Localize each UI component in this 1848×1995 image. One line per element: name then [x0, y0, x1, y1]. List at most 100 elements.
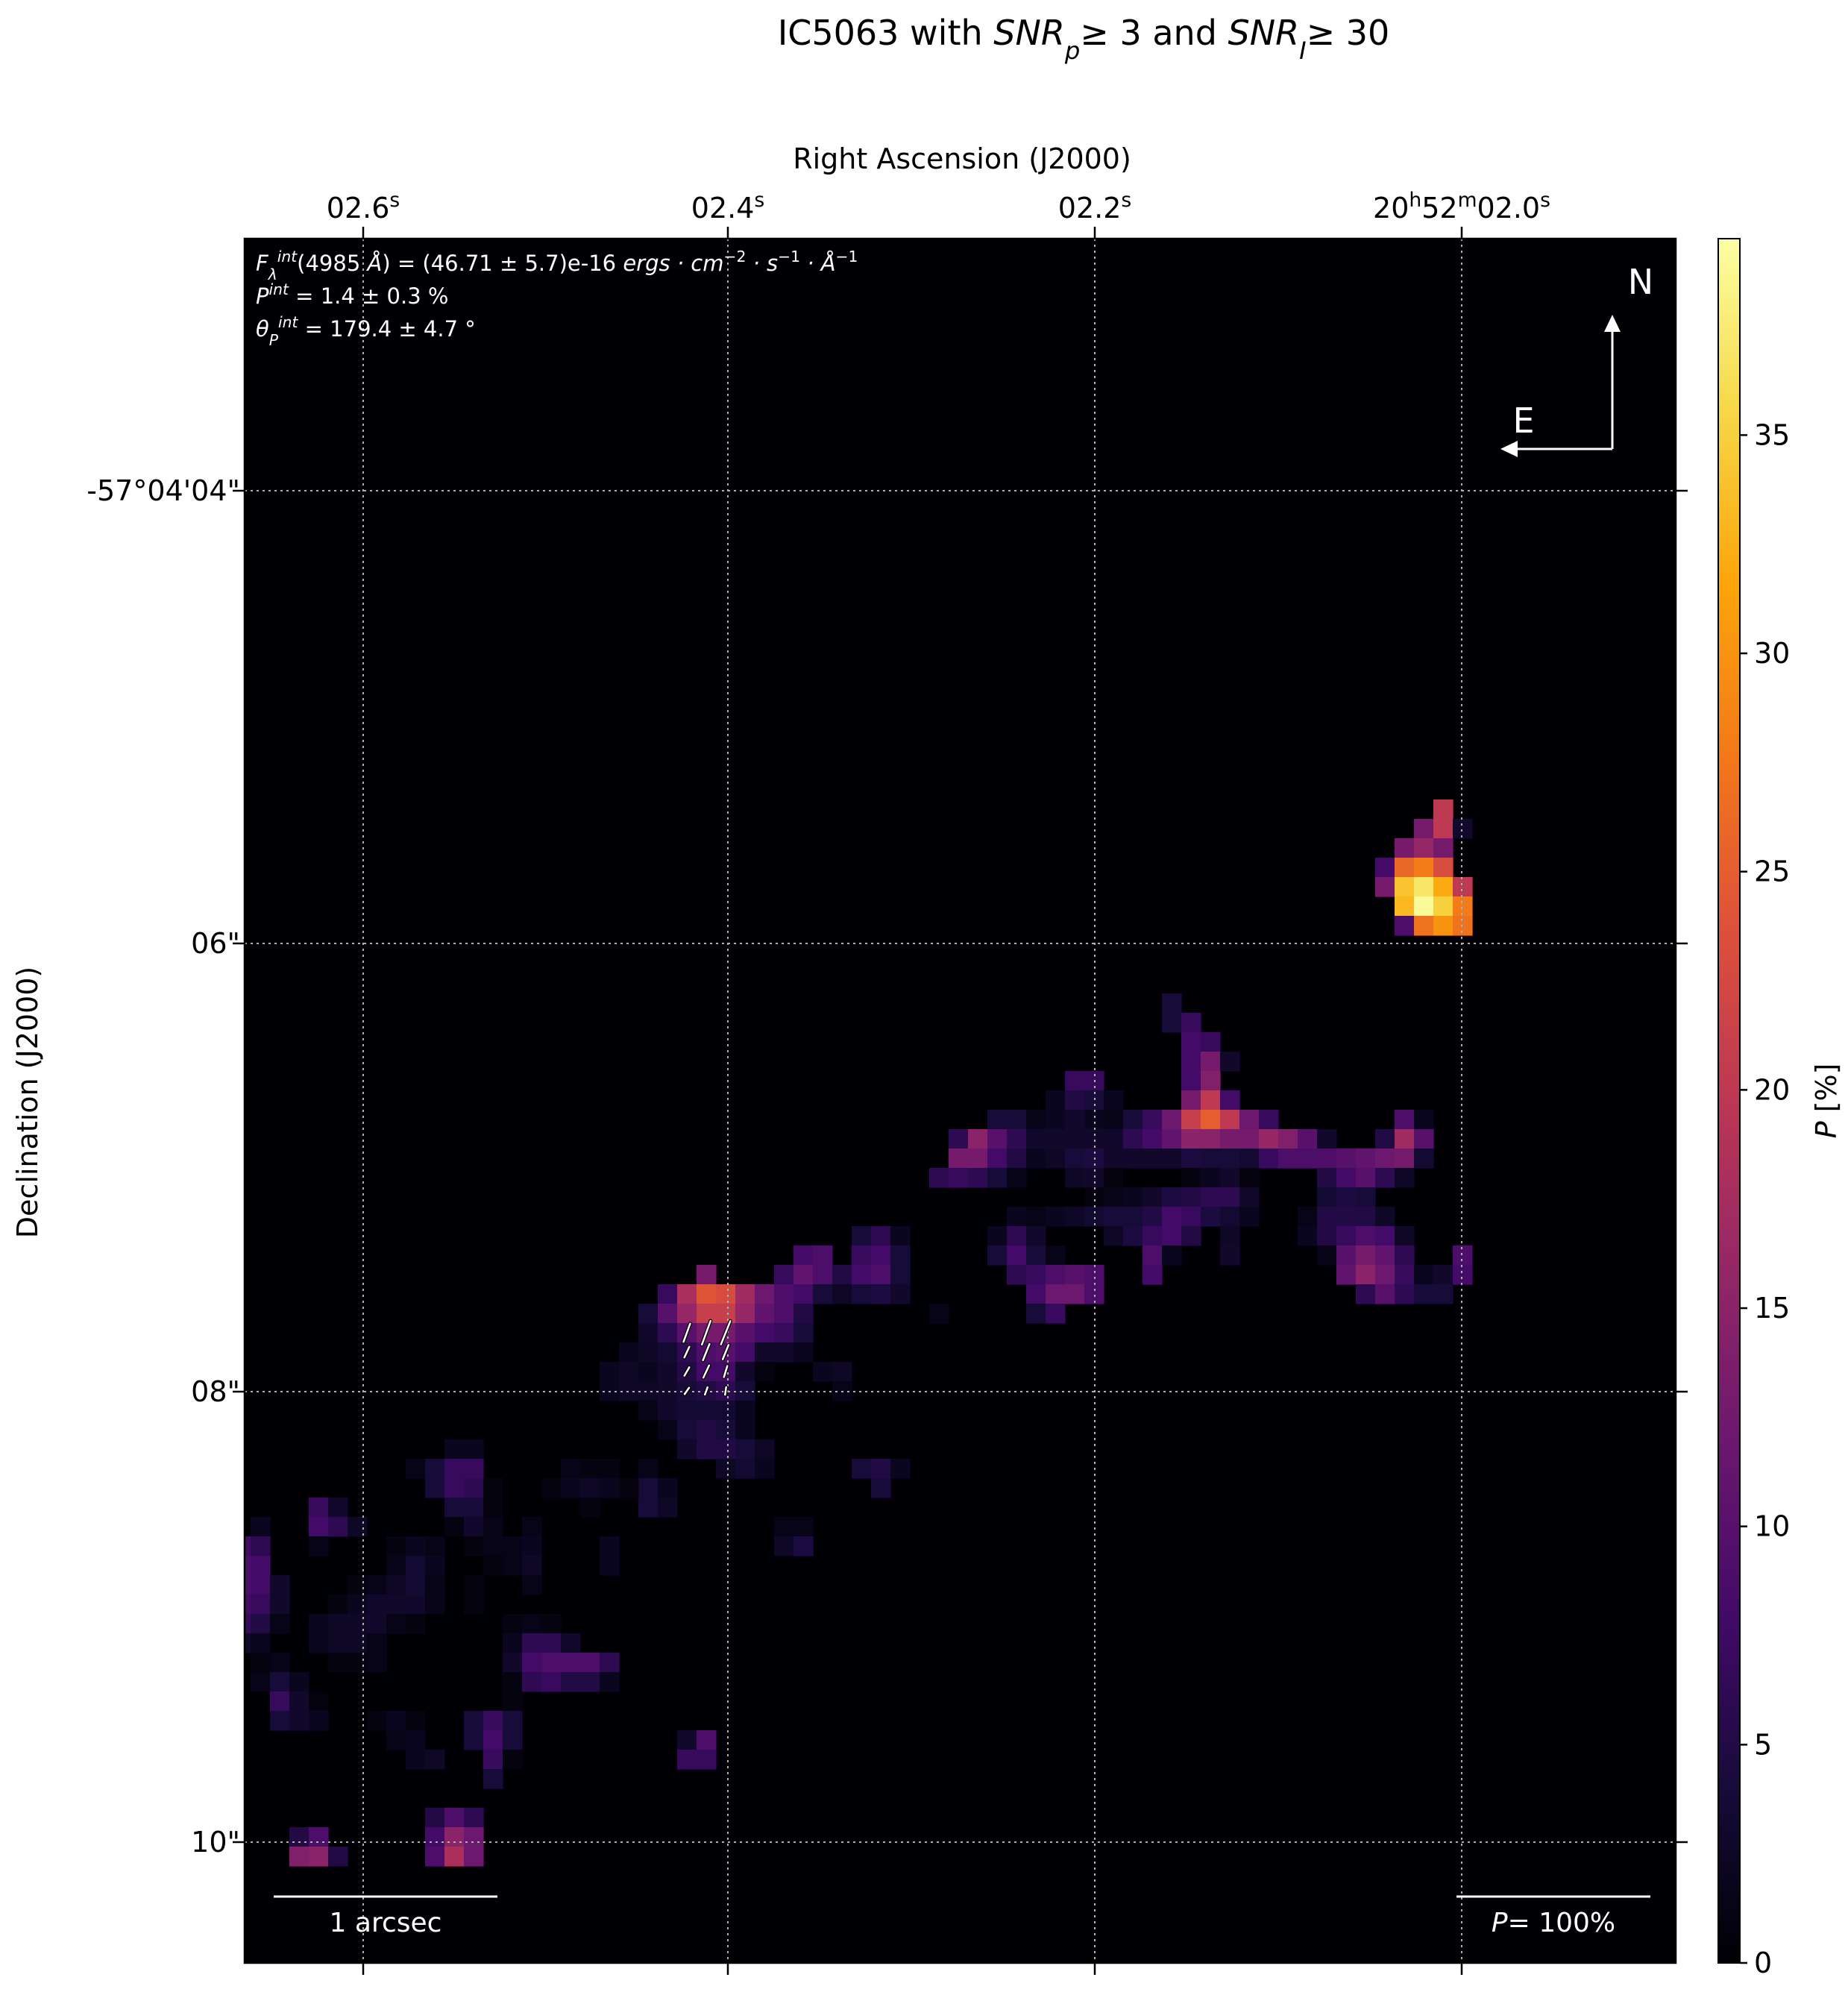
heatmap-cell: [245, 1556, 251, 1576]
heatmap-cell: [600, 1556, 620, 1576]
heatmap-cell: [1201, 1129, 1221, 1149]
heatmap-cell: [425, 1750, 445, 1770]
heatmap-cell: [503, 1730, 523, 1750]
heatmap-cell: [1046, 1129, 1066, 1149]
heatmap-cell: [1395, 1265, 1415, 1285]
heatmap-cell: [464, 1478, 484, 1498]
heatmap-cell: [774, 1536, 794, 1556]
heatmap-cell: [270, 1595, 290, 1615]
heatmap-cell: [1395, 916, 1415, 936]
heatmap-cell: [464, 1808, 484, 1828]
heatmap-cell: [541, 1633, 562, 1653]
heatmap-cell: [1104, 1129, 1124, 1149]
heatmap-cell: [774, 1323, 794, 1343]
heatmap-cell: [1220, 1245, 1240, 1266]
heatmap-cell: [1104, 1187, 1124, 1207]
heatmap-cell: [561, 1633, 581, 1653]
heatmap-cell: [832, 1265, 852, 1285]
heatmap-cell: [871, 1459, 891, 1479]
heatmap-cell: [677, 1284, 697, 1304]
heatmap-cell: [367, 1614, 387, 1634]
heatmap-cell: [541, 1478, 562, 1498]
heatmap-cell: [697, 1401, 717, 1421]
heatmap-cell: [813, 1362, 833, 1382]
heatmap-cell: [716, 1284, 736, 1304]
heatmap-cell: [1433, 877, 1453, 897]
heatmap-cell: [1084, 1187, 1104, 1207]
heatmap-cell: [1123, 1129, 1143, 1149]
heatmap-cell: [735, 1304, 755, 1324]
heatmap-cell: [1065, 1265, 1085, 1285]
heatmap-cell: [1143, 1149, 1163, 1169]
heatmap-cell: [1317, 1168, 1337, 1188]
heatmap-cell: [871, 1478, 891, 1498]
pol-vector: [724, 1386, 727, 1396]
heatmap-cell: [1414, 1284, 1434, 1304]
heatmap-cell: [464, 1536, 484, 1556]
heatmap-cell: [1123, 1207, 1143, 1227]
pol-vector: [700, 1319, 712, 1346]
heatmap-cell: [425, 1478, 445, 1498]
heatmap-cell: [716, 1304, 736, 1324]
heatmap-cell: [522, 1517, 542, 1537]
heatmap-cell: [444, 1847, 465, 1867]
heatmap-cell: [1065, 1149, 1085, 1169]
heatmap-cell: [386, 1730, 406, 1750]
heatmap-cell: [251, 1672, 271, 1692]
gridlines: [245, 239, 1676, 1963]
heatmap-cell: [1181, 1226, 1201, 1246]
heatmap-cell: [1414, 916, 1434, 936]
x-tick-label: 02.6s: [327, 189, 400, 225]
heatmap-cell: [367, 1711, 387, 1731]
heatmap-cell: [1298, 1226, 1318, 1246]
heatmap-cell: [270, 1653, 290, 1673]
heatmap-cell: [1026, 1110, 1046, 1130]
heatmap-cell: [386, 1575, 406, 1595]
heatmap-cell: [755, 1362, 775, 1382]
heatmap-cell: [1433, 1284, 1453, 1304]
heatmap-cell: [444, 1459, 465, 1479]
pol-vector: [683, 1345, 691, 1359]
heatmap-cell: [309, 1517, 329, 1537]
heatmap-cell: [1453, 896, 1473, 917]
chart-title: IC5063 with SNRp≥ 3 and SNRI≥ 30: [778, 13, 1390, 65]
heatmap-cell: [697, 1284, 717, 1304]
heatmap-cell: [289, 1672, 309, 1692]
heatmap-cell: [251, 1595, 271, 1615]
heatmap-cell: [929, 1304, 949, 1324]
heatmap-cell: [406, 1614, 426, 1634]
heatmap-cell: [483, 1478, 503, 1498]
heatmap-cell: [774, 1304, 794, 1324]
heatmap-cell: [245, 1633, 251, 1653]
pol-vector: [703, 1386, 709, 1396]
heatmap-cell: [619, 1478, 639, 1498]
heatmap-cell: [1181, 1207, 1201, 1227]
heatmap-cell: [251, 1575, 271, 1595]
colorbar-tick-label: 35: [1754, 418, 1790, 451]
heatmap-cell: [444, 1827, 465, 1847]
heatmap-cell: [309, 1847, 329, 1867]
heatmap-cell: [522, 1536, 542, 1556]
heatmap-cell: [735, 1362, 755, 1382]
heatmap-cell: [289, 1847, 309, 1867]
polarization-scale-bar: P= 100%: [1456, 1895, 1650, 1938]
heatmap-cell: [483, 1536, 503, 1556]
heatmap-cell: [638, 1304, 659, 1324]
heatmap-cell: [444, 1439, 465, 1460]
heatmap-cell: [1239, 1187, 1260, 1207]
heatmap-cell: [638, 1498, 659, 1518]
heatmap-cell: [386, 1556, 406, 1576]
heatmap-cell: [1162, 1013, 1182, 1033]
heatmap-cell: [1181, 1168, 1201, 1188]
y-tick-label: 08": [191, 1375, 240, 1408]
heatmap-cell: [1046, 1284, 1066, 1304]
heatmap-cell: [522, 1653, 542, 1673]
heatmap-cell: [677, 1730, 697, 1750]
heatmap-cell: [1065, 1284, 1085, 1304]
pol-vector: [682, 1322, 691, 1343]
heatmap-cell: [1162, 1149, 1182, 1169]
heatmap-cell: [1104, 1149, 1124, 1169]
heatmap-cell: [1065, 1090, 1085, 1110]
heatmap-cell: [251, 1614, 271, 1634]
heatmap-cell: [774, 1284, 794, 1304]
